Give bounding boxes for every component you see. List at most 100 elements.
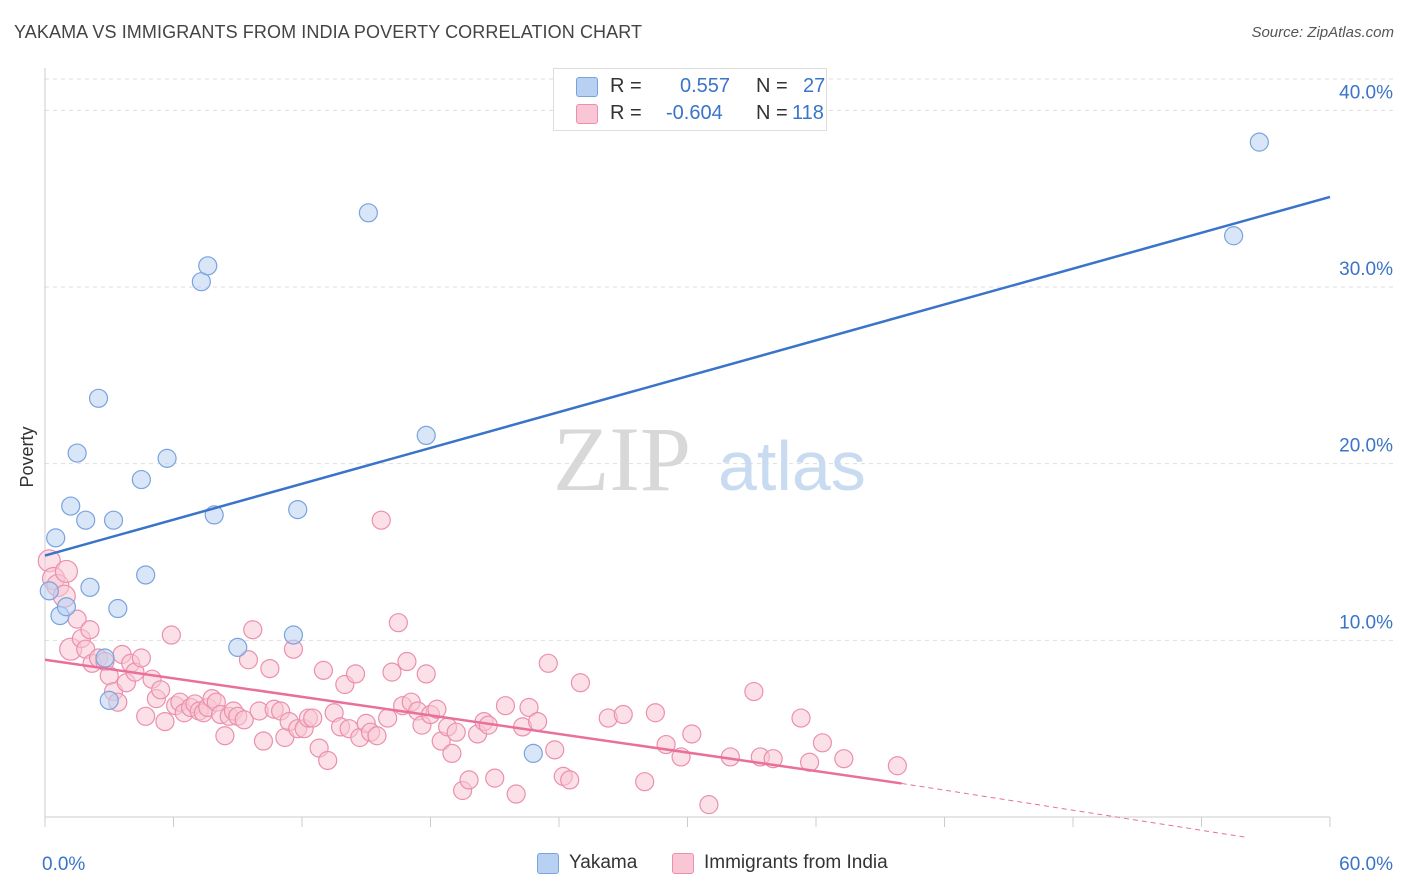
legend-n-value: 118 bbox=[792, 102, 824, 124]
legend-r-label: R = bbox=[610, 102, 642, 124]
india-point bbox=[887, 756, 907, 776]
india-point bbox=[215, 726, 235, 746]
india-point bbox=[243, 620, 263, 640]
india-trend-line bbox=[44, 658, 902, 785]
x-tick-label: 60.0% bbox=[1339, 854, 1393, 875]
india-point bbox=[318, 750, 338, 771]
india-point bbox=[234, 710, 254, 730]
yakama-point bbox=[198, 256, 218, 276]
yakama-point bbox=[46, 528, 66, 548]
legend-r-value: -0.604 bbox=[666, 102, 723, 124]
india-point bbox=[519, 697, 539, 718]
yakama-point bbox=[67, 443, 87, 463]
watermark-zip: ZIP bbox=[553, 408, 691, 510]
india-point bbox=[485, 768, 505, 788]
yakama-point bbox=[416, 425, 436, 445]
india-point bbox=[645, 703, 665, 723]
india-point bbox=[527, 711, 548, 732]
india-point bbox=[506, 784, 526, 804]
yakama-point bbox=[61, 496, 81, 516]
yakama-point bbox=[39, 581, 59, 601]
yakama-point bbox=[88, 388, 109, 408]
yakama-point bbox=[76, 510, 96, 530]
yakama-point bbox=[99, 690, 119, 711]
india-point bbox=[151, 680, 171, 700]
yakama-point bbox=[80, 577, 100, 597]
india-point bbox=[388, 613, 408, 633]
india-point bbox=[812, 733, 833, 753]
india-point bbox=[791, 708, 811, 728]
yakama-point bbox=[288, 500, 308, 520]
gridlines bbox=[45, 78, 1396, 641]
y-tick-label: 40.0% bbox=[1339, 82, 1393, 103]
bottom-legend-swatch-yakama bbox=[537, 853, 559, 874]
legend-r-label: R = bbox=[610, 75, 642, 97]
india-point bbox=[80, 620, 100, 640]
yakama-point bbox=[108, 598, 128, 619]
india-point bbox=[131, 648, 151, 668]
india-point bbox=[371, 510, 391, 530]
india-point bbox=[260, 658, 280, 679]
india-point bbox=[161, 625, 181, 645]
legend-n-label: N = bbox=[756, 75, 788, 97]
india-point bbox=[303, 708, 323, 728]
india-point bbox=[367, 726, 387, 746]
bottom-legend-label: Yakama bbox=[569, 852, 638, 873]
watermark: ZIP atlas bbox=[553, 408, 866, 510]
yakama-point bbox=[157, 448, 177, 468]
yakama-point bbox=[358, 203, 378, 223]
india-point bbox=[495, 696, 516, 716]
y-tick-label: 30.0% bbox=[1339, 259, 1393, 280]
y-tick-label: 20.0% bbox=[1339, 436, 1393, 457]
india-point bbox=[613, 704, 633, 725]
india-point bbox=[155, 711, 175, 732]
x-tick-label: 0.0% bbox=[42, 854, 85, 875]
india-point bbox=[238, 650, 259, 670]
india-point bbox=[560, 770, 580, 790]
correlation-legend: R = 0.557 N = 27 R = -0.604 N = 118 bbox=[553, 68, 827, 131]
bottom-legend-label: Immigrants from India bbox=[704, 852, 888, 873]
india-point bbox=[459, 770, 479, 790]
india-point bbox=[136, 706, 156, 726]
yakama-point bbox=[1224, 226, 1244, 246]
tick-labels: 10.0% 20.0% 30.0% 40.0% 0.0% 60.0% Poverty bbox=[17, 82, 1393, 875]
legend-n-label: N = bbox=[756, 102, 788, 124]
india-point bbox=[397, 651, 417, 672]
y-tick-label: 10.0% bbox=[1339, 612, 1393, 633]
yakama-point bbox=[95, 648, 115, 668]
india-trend-extension bbox=[901, 782, 1245, 838]
legend-n-value: 27 bbox=[803, 75, 826, 97]
india-point bbox=[253, 731, 274, 751]
data-points bbox=[37, 132, 1269, 815]
yakama-point bbox=[131, 469, 151, 490]
india-point bbox=[442, 743, 462, 764]
watermark-atlas: atlas bbox=[718, 427, 866, 505]
india-point bbox=[570, 673, 591, 693]
legend-swatch-yakama bbox=[576, 77, 598, 97]
india-point bbox=[345, 664, 366, 684]
yakama-trend-line bbox=[44, 195, 1331, 557]
india-point bbox=[313, 660, 334, 680]
india-point bbox=[416, 664, 436, 684]
legend-r-value: 0.557 bbox=[680, 75, 731, 97]
bottom-legend-swatch-india bbox=[672, 853, 694, 874]
india-point bbox=[538, 653, 558, 673]
yakama-point bbox=[56, 597, 77, 617]
india-point bbox=[427, 699, 447, 719]
yakama-point bbox=[283, 625, 304, 645]
india-point bbox=[834, 749, 854, 769]
india-point bbox=[378, 708, 398, 728]
india-point bbox=[699, 795, 719, 815]
trend-lines bbox=[44, 195, 1331, 838]
yakama-point bbox=[136, 565, 156, 585]
legend-swatch-india bbox=[576, 104, 598, 124]
india-point bbox=[545, 740, 565, 760]
chart-title: YAKAMA VS IMMIGRANTS FROM INDIA POVERTY … bbox=[14, 22, 643, 42]
india-point bbox=[635, 772, 655, 792]
india-point bbox=[382, 662, 402, 682]
yakama-point bbox=[103, 510, 124, 530]
india-point bbox=[54, 559, 79, 584]
india-point bbox=[744, 681, 764, 702]
india-point bbox=[446, 722, 466, 742]
